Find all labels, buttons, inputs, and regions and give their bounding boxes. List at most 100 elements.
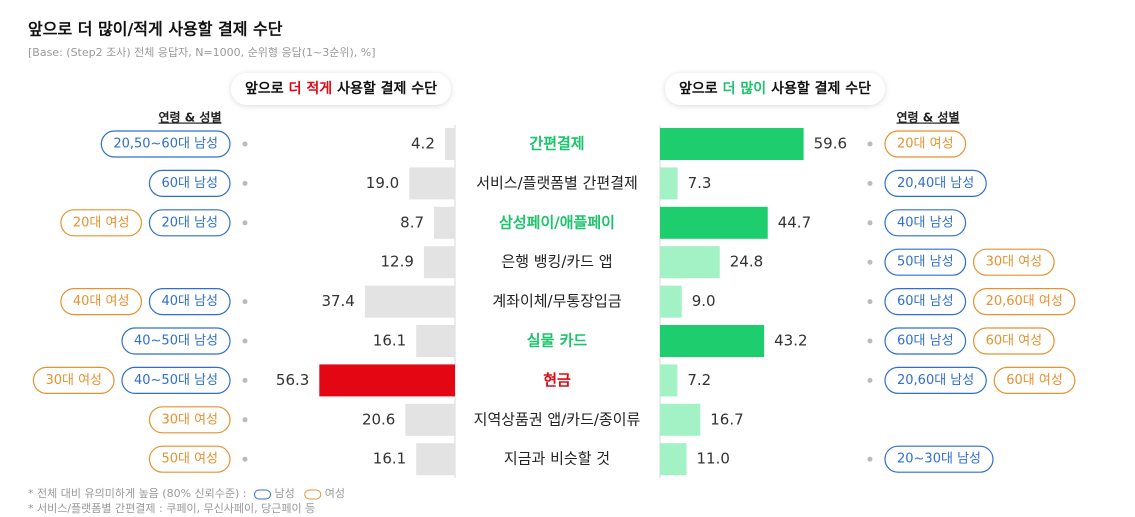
- tag-label: 60대 남성: [897, 294, 954, 309]
- bar: [660, 443, 687, 476]
- header-pill: 앞으로 더 적게 사용할 결제 수단: [230, 73, 452, 105]
- tag-dot: [242, 377, 248, 383]
- tag-dot: [242, 220, 248, 226]
- tag-label: 20~30대 남성: [897, 452, 981, 467]
- value-label: 20.6: [362, 410, 395, 428]
- category-label: 실물 카드: [527, 332, 588, 350]
- value-label: 37.4: [321, 292, 354, 310]
- tag-pill: [148, 445, 231, 473]
- tag-label: 60대 남성: [897, 334, 954, 349]
- tag: 20,60대 여성: [972, 288, 1076, 316]
- category-label: 지금과 비슷할 것: [504, 450, 610, 468]
- tag: 20,50~60대 남성: [100, 130, 231, 158]
- header-title: 앞으로 더 많이 사용할 결제 수단: [679, 80, 871, 97]
- tag-pill: [148, 288, 231, 316]
- tag-label: 40~50대 남성: [134, 373, 218, 388]
- tag-dot: [867, 456, 873, 462]
- value-label: 16.1: [373, 450, 406, 468]
- tag: 30대 여성: [32, 366, 115, 394]
- tag: 50대 남성: [884, 248, 967, 276]
- bar: [405, 403, 455, 436]
- tag-dot: [242, 180, 248, 186]
- tag-pill: [972, 327, 1055, 355]
- header-title-part: 더 적게: [289, 80, 333, 97]
- value-label: 11.0: [697, 450, 730, 468]
- value-label: 59.6: [814, 135, 847, 153]
- bar: [434, 206, 455, 239]
- tag: 20대 여성: [60, 209, 143, 237]
- value-label: 44.7: [778, 213, 811, 231]
- bar: [409, 167, 455, 200]
- tag-pill: [972, 288, 1076, 316]
- value-label: 7.2: [687, 371, 711, 389]
- tag-pill: [884, 248, 967, 276]
- tag: 40대 남성: [148, 288, 231, 316]
- bar: [660, 364, 678, 397]
- tag-label: 50대 여성: [161, 452, 218, 467]
- category-label: 서비스/플랫폼별 간편결제: [476, 174, 638, 192]
- tag: 40대 남성: [884, 209, 967, 237]
- tag-label: 20,40대 남성: [897, 176, 974, 191]
- tag-label: 40대 여성: [73, 294, 130, 309]
- category-label: 삼성페이/애플페이: [499, 213, 615, 231]
- category-label: 은행 뱅킹/카드 앱: [501, 253, 612, 271]
- tag-label: 20대 여성: [73, 215, 130, 230]
- tag: 20,60대 남성: [884, 366, 987, 394]
- legend-swatch: [304, 489, 322, 500]
- tag: 40~50대 남성: [121, 366, 231, 394]
- tag-pill: [884, 288, 967, 316]
- bar: [660, 246, 720, 279]
- category-label: 지역상품권 앱/카드/종이류: [474, 410, 641, 428]
- tags-title: 연령 & 성별: [159, 110, 222, 125]
- tag-dot: [242, 141, 248, 147]
- bar: [416, 325, 455, 357]
- tag-dot: [867, 338, 873, 344]
- chart-title: 앞으로 더 많이/적게 사용할 결제 수단: [28, 20, 283, 39]
- legend-swatch: [254, 489, 272, 500]
- tag-label: 30대 여성: [45, 373, 102, 388]
- bar: [660, 285, 682, 318]
- category-label: 현금: [543, 371, 571, 389]
- bar: [660, 128, 804, 160]
- header-title: 앞으로 더 적게 사용할 결제 수단: [245, 80, 437, 97]
- chart-subtitle: [Base: (Step2 조사) 전체 응답자, N=1000, 순위형 응답…: [28, 46, 376, 59]
- tag-label: 60대 여성: [986, 334, 1043, 349]
- value-label: 8.7: [400, 213, 424, 231]
- tag-label: 20,60대 남성: [897, 373, 974, 388]
- tag: 50대 여성: [148, 445, 231, 473]
- value-label: 4.2: [411, 135, 435, 153]
- header-pill-bg: [230, 73, 452, 105]
- tag-dot: [867, 141, 873, 147]
- tag-label: 20대 여성: [897, 137, 954, 152]
- tag: 20~30대 남성: [884, 445, 994, 473]
- tag-label: 20,50~60대 남성: [113, 137, 218, 152]
- bar: [416, 443, 455, 476]
- tag-dot: [867, 180, 873, 186]
- tag-dot: [242, 299, 248, 305]
- value-label: 7.3: [688, 174, 712, 192]
- header-title-part: 사용할 결제 수단: [771, 80, 871, 97]
- tag-pill: [884, 169, 987, 197]
- header-title-part: 사용할 결제 수단: [337, 80, 437, 97]
- tag-pill: [972, 248, 1055, 276]
- tag: 20대 남성: [148, 209, 231, 237]
- tag-pill: [32, 366, 115, 394]
- bar: [364, 285, 455, 318]
- value-label: 19.0: [366, 174, 399, 192]
- header-title-part: 더 많이: [723, 80, 767, 97]
- legend-label: 남성: [275, 487, 295, 500]
- tag-pill: [993, 366, 1076, 394]
- tag-dot: [867, 259, 873, 265]
- tag-pill: [148, 209, 231, 237]
- tag-dot: [242, 456, 248, 462]
- footnote: * 서비스/플랫폼별 간편결제 : 쿠페이, 무신사페이, 당근페이 등: [28, 502, 315, 515]
- tag-pill: [884, 327, 967, 355]
- tag: 30대 여성: [972, 248, 1055, 276]
- tag-pill: [884, 366, 987, 394]
- tag: 60대 여성: [993, 366, 1076, 394]
- value-label: 43.2: [774, 332, 807, 350]
- bar: [444, 128, 455, 160]
- tag: 60대 남성: [884, 288, 967, 316]
- tag-label: 40대 남성: [161, 294, 218, 309]
- tag-dot: [867, 299, 873, 305]
